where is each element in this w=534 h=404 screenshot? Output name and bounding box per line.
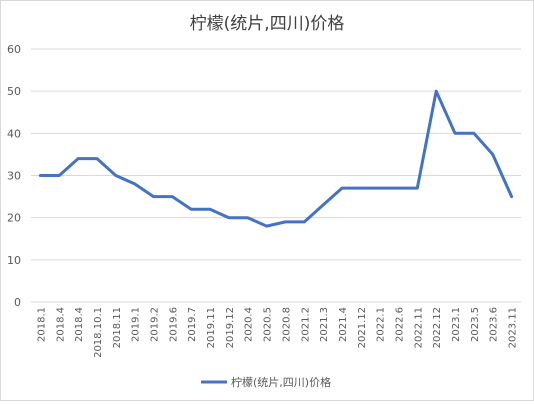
data-point <box>359 186 363 190</box>
y-tick-label: 40 <box>7 127 21 140</box>
x-tick-label: 2019.7 <box>187 307 198 342</box>
x-tick-label: 2022.6 <box>395 307 406 342</box>
data-point <box>416 186 419 190</box>
data-point <box>284 220 287 224</box>
x-tick-label: 2023.1 <box>451 307 462 342</box>
data-point <box>491 153 494 156</box>
x-tick-label: 2019.6 <box>168 307 179 342</box>
x-tick-label: 2023.6 <box>489 307 500 342</box>
data-point <box>39 174 42 177</box>
x-tick-label: 2021.3 <box>319 307 330 342</box>
data-point <box>265 224 268 228</box>
data-point <box>208 208 212 211</box>
y-tick-label: 50 <box>7 85 21 98</box>
x-tick-label: 2019.2 <box>150 307 161 342</box>
data-point <box>189 208 193 211</box>
x-tick-label: 2023.5 <box>470 307 481 342</box>
x-tick-label: 2018.4 <box>55 307 66 342</box>
x-tick-label: 2020.5 <box>263 307 274 342</box>
series-line <box>38 89 514 228</box>
data-point <box>510 195 513 198</box>
y-tick-label: 30 <box>7 170 21 183</box>
y-axis-ticks: 0 10 20 30 40 50 60 <box>7 43 21 309</box>
x-tick-label: 2022.12 <box>432 307 443 348</box>
x-tick-label: 2018.1 <box>36 307 47 342</box>
x-tick-label: 2021.2 <box>300 307 311 342</box>
data-point <box>472 132 476 135</box>
data-point <box>152 195 155 198</box>
data-point <box>303 220 306 224</box>
data-point <box>76 157 80 160</box>
data-point <box>246 216 249 219</box>
legend-label: 柠檬(统片,四川)价格 <box>231 375 331 389</box>
data-point <box>340 186 344 190</box>
x-tick-label: 2021.12 <box>357 307 368 348</box>
x-tick-label: 2019.1 <box>131 307 142 342</box>
data-point <box>95 157 99 160</box>
x-tick-label: 2020.8 <box>281 307 292 342</box>
data-point <box>227 216 231 219</box>
chart-title: 柠檬(统片,四川)价格 <box>190 14 345 34</box>
data-point <box>321 203 325 207</box>
x-tick-label: 2018.10.1 <box>93 307 104 358</box>
series-layer <box>38 89 514 228</box>
data-point <box>397 186 400 190</box>
data-point <box>114 174 118 177</box>
x-tick-label: 2023.11 <box>508 307 519 348</box>
x-tick-label: 2019.11 <box>206 307 217 348</box>
data-point <box>58 174 61 177</box>
y-tick-label: 10 <box>7 254 21 267</box>
x-tick-label: 2022.11 <box>413 307 424 348</box>
x-tick-label: 2020.4 <box>244 307 255 342</box>
data-point <box>434 89 438 93</box>
x-tick-label: 2018.4 <box>74 307 85 342</box>
x-tick-label: 2021.4 <box>338 307 349 342</box>
data-point <box>133 182 136 186</box>
y-tick-label: 0 <box>14 296 21 309</box>
data-point <box>453 132 457 135</box>
x-tick-label: 2019.12 <box>225 307 236 348</box>
x-tick-label: 2022.1 <box>376 307 387 342</box>
x-tick-label: 2018.11 <box>112 307 123 348</box>
data-point <box>171 195 174 198</box>
y-tick-label: 20 <box>7 212 21 225</box>
y-tick-label: 60 <box>7 43 21 56</box>
legend: 柠檬(统片,四川)价格 <box>201 375 331 389</box>
data-point <box>378 186 381 190</box>
gridlines <box>31 48 521 303</box>
x-axis-ticks: 2018.1 2018.4 2018.4 2018.10.1 2018.11 2019.1… <box>36 307 518 358</box>
